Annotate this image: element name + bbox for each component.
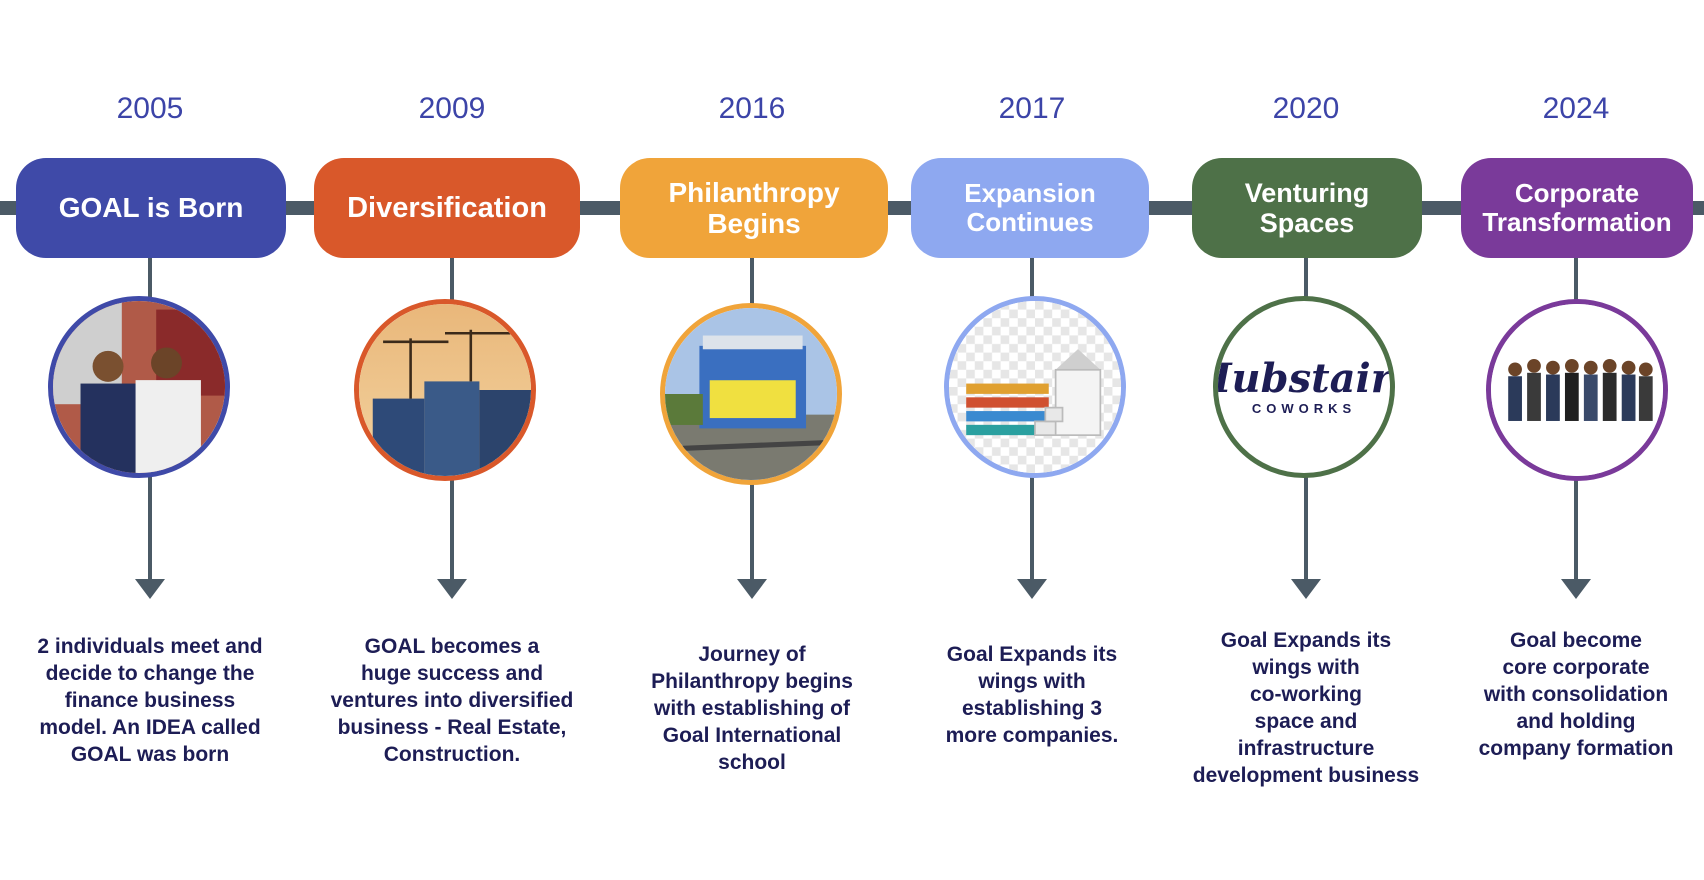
milestone-description: Goal become core corporate with consolid… [1478, 629, 1674, 760]
milestone-title: Venturing Spaces [1192, 158, 1422, 258]
milestone-title: Diversification [314, 158, 580, 258]
milestone-title: Philanthropy Begins [620, 158, 888, 258]
arrow-down-icon [1017, 579, 1047, 599]
two-founders-photo [48, 296, 230, 478]
milestone-title: Corporate Transformation [1461, 158, 1693, 258]
milestone-description: Goal Expands its wings with establishing… [945, 643, 1119, 747]
year-label: 2005 [116, 92, 184, 125]
milestone-description: GOAL becomes a huge success and ventures… [330, 635, 574, 766]
logo-wordmark: Hubstairs [1218, 354, 1392, 402]
year-label: 2009 [418, 92, 486, 125]
milestone-title: Expansion Continues [911, 158, 1149, 258]
arrow-down-icon [437, 579, 467, 599]
arrow-down-icon [135, 579, 165, 599]
timeline-item-2016: 2016 Philanthropy Begins Journey of Phil… [612, 0, 892, 880]
team-group-photo [1486, 299, 1668, 481]
milestone-description: Goal Expands its wings with co-working s… [1192, 629, 1420, 787]
arrow-down-icon [1291, 579, 1321, 599]
timeline-item-2005: 2005 GOAL is Born 2 individuals meet and… [10, 0, 290, 880]
timeline-item-2009: 2009 Diversification [312, 0, 592, 880]
year-label: 2016 [718, 92, 786, 125]
timeline-item-2020: 2020 Venturing Spaces Hubstairs COWORKS … [1166, 0, 1446, 880]
arrow-down-icon [1561, 579, 1591, 599]
logo-subtext: COWORKS [1251, 400, 1357, 416]
timeline-item-2024: 2024 Corporate Transformation [1436, 0, 1704, 880]
timeline-item-2017: 2017 Expansion Continues [892, 0, 1172, 880]
hubstairs-logo: Hubstairs COWORKS [1213, 296, 1395, 478]
milestone-description: Journey of Philanthropy begins with esta… [651, 643, 853, 774]
arrow-down-icon [737, 579, 767, 599]
milestone-description: 2 individuals meet and decide to change … [37, 635, 263, 766]
construction-site-photo [354, 299, 536, 481]
milestone-title: GOAL is Born [16, 158, 286, 258]
year-label: 2024 [1542, 92, 1610, 125]
year-label: 2017 [998, 92, 1066, 125]
growth-steps-illustration [944, 296, 1126, 478]
school-building-photo [660, 303, 842, 485]
year-label: 2020 [1272, 92, 1340, 125]
